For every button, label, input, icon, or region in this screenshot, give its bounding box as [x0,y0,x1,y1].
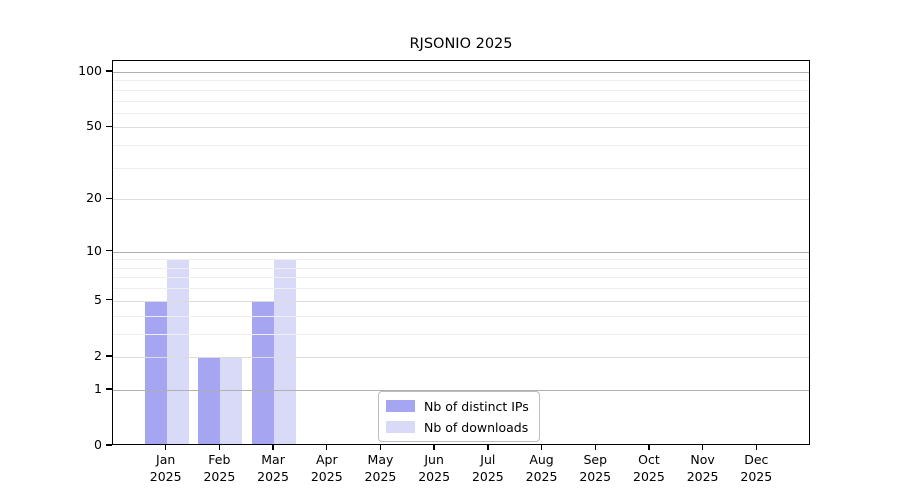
bar-nb-of-distinct-ips-feb [198,356,221,445]
gridline-minor-40 [113,145,809,147]
y-axis-tick-10 [106,249,112,252]
legend-item-downloads: Nb of downloads [386,418,529,436]
month-text: Jun [424,452,444,467]
year-text: 2025 [633,469,665,484]
year-text: 2025 [525,469,558,484]
gridline-minor-30 [113,167,809,169]
x-axis-month-label-jul: Jul 2025 [458,451,518,485]
x-axis-month-label-oct: Oct 2025 [619,451,679,485]
x-axis-month-label-apr: Apr 2025 [297,451,357,485]
y-axis-tick-label-100: 100 [78,63,102,78]
x-axis-tick-feb [218,445,221,450]
month-text: Dec [744,452,769,467]
y-axis-tick-100 [106,70,112,72]
year-text: 2025 [364,469,397,484]
legend-item-distinct-ips: Nb of distinct IPs [386,397,529,415]
y-axis-tick-0 [106,444,112,446]
x-axis-tick-dec [755,445,757,450]
bar-nb-of-distinct-ips-mar [252,300,275,445]
y-axis-tick-label-50: 50 [86,118,102,134]
gridline-major-10 [113,251,809,253]
year-text: 2025 [471,469,504,484]
x-axis-tick-apr [326,445,328,450]
legend-swatch-distinct-ips-icon [386,400,415,412]
y-axis-tick-label-0: 0 [94,437,102,452]
gridline-major-100 [113,72,809,73]
legend: Nb of distinct IPs Nb of downloads [378,391,540,442]
gridline-minor-80 [113,89,809,91]
year-text: 2025 [257,469,289,484]
legend-label-distinct-ips: Nb of distinct IPs [424,398,529,414]
gridline-minor-7 [113,277,809,279]
x-axis-month-label-jun: Jun 2025 [404,451,464,485]
x-axis-month-label-mar: Mar 2025 [243,451,303,485]
gridline-minor-4 [113,315,809,317]
x-axis-tick-may [379,445,382,450]
month-text: May [367,452,394,467]
year-text: 2025 [203,469,236,484]
x-axis-tick-oct [648,445,650,450]
gridline-minor-70 [113,100,809,102]
month-text: Aug [529,452,554,467]
y-axis-tick-20 [106,197,112,199]
chart-title: RJSONIO 2025 [409,36,513,52]
month-text: Nov [690,452,715,467]
year-text: 2025 [740,469,773,484]
x-axis-tick-jan [164,445,167,450]
gridline-major-50 [113,127,809,129]
bar-nb-of-downloads-feb [220,356,243,445]
legend-swatch-downloads-icon [386,421,415,433]
y-axis-tick-label-1: 1 [94,380,102,396]
gridline-minor-90 [113,80,809,82]
gridline-minor-9 [113,259,809,261]
year-text: 2025 [418,469,451,484]
bar-nb-of-downloads-jan [166,259,189,445]
month-text: Feb [208,452,231,467]
month-text: Jul [480,452,496,467]
x-axis-month-label-feb: Feb 2025 [189,451,249,485]
year-text: 2025 [579,469,612,484]
x-axis-tick-nov [701,445,704,450]
y-axis-tick-50 [106,125,112,128]
bar-nb-of-distinct-ips-jan [144,300,167,445]
y-axis-tick-2 [106,355,112,357]
x-axis-month-label-may: May 2025 [350,451,410,485]
y-axis-tick-label-5: 5 [94,291,102,307]
legend-label-downloads: Nb of downloads [424,419,529,435]
gridline-minor-8 [113,267,809,269]
y-axis-tick-5 [106,299,112,301]
gridline-minor-60 [113,112,809,114]
gridline-major-1 [113,389,809,391]
y-axis-tick-label-2: 2 [94,347,102,363]
x-axis-month-label-nov: Nov 2025 [673,451,733,485]
month-text: Mar [261,452,285,467]
month-text: Apr [315,452,338,467]
y-axis-tick-label-10: 10 [86,242,102,258]
x-axis-tick-mar [272,445,274,450]
x-axis-tick-sep [594,445,596,450]
plot-area [112,60,810,445]
year-text: 2025 [686,469,719,484]
x-axis-month-label-sep: Sep 2025 [565,451,625,485]
y-axis-tick-1 [106,388,112,390]
y-axis-tick-label-20: 20 [86,190,102,206]
year-text: 2025 [149,469,182,484]
x-axis-month-label-jan: Jan 2025 [136,451,196,485]
x-axis-tick-jun [433,445,435,450]
year-text: 2025 [310,469,343,484]
month-text: Jan [156,452,176,467]
x-axis-month-label-dec: Dec 2025 [726,451,786,485]
gridline-major-20 [113,199,809,201]
x-axis-month-label-aug: Aug 2025 [512,451,572,485]
gridline-major-2 [113,356,809,358]
gridline-minor-3 [113,333,809,335]
gridline-major-5 [113,300,809,302]
month-text: Sep [583,452,607,467]
x-axis-tick-aug [540,445,543,450]
x-axis-tick-jul [487,445,489,450]
gridline-minor-6 [113,288,809,290]
month-text: Oct [638,452,660,467]
bar-nb-of-downloads-mar [274,259,297,445]
